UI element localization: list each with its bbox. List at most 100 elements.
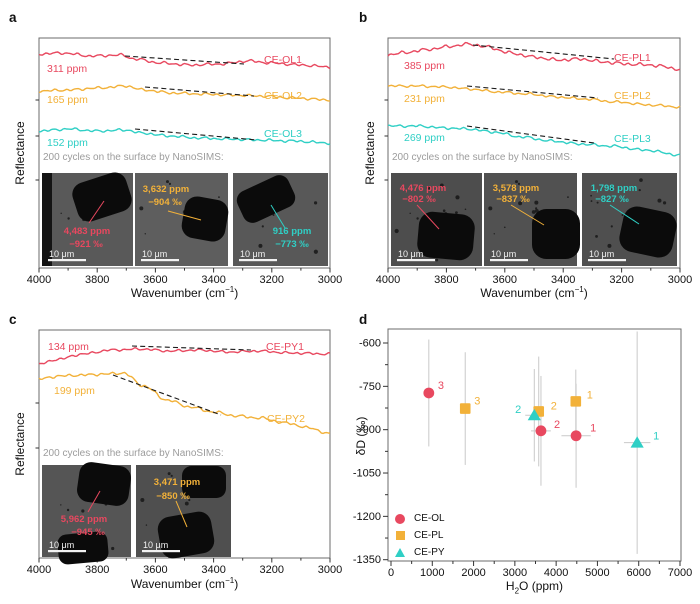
sem-h2o-label: 4,476 ppm xyxy=(400,183,446,194)
x-tick-label: 3400 xyxy=(201,274,225,286)
annotation-line xyxy=(270,204,286,229)
sem-h2o-label: 3,471 ppm xyxy=(154,477,200,488)
spectrum-curve-CE-OL2 xyxy=(38,84,330,102)
point-label: 1 xyxy=(587,389,593,401)
spectrum-curve-CE-PY1 xyxy=(38,347,331,365)
spectrum-curve-CE-PY2 xyxy=(38,371,331,435)
scalebar-label: 10 μm xyxy=(398,249,423,259)
x-axis-label-main: Wavenumber (cm xyxy=(130,286,226,300)
nanosims-inset-3: 1,798 ppm−827 ‰ 10 μm xyxy=(582,173,677,266)
mineral-grain xyxy=(182,466,226,498)
y-tick-label: -1200 xyxy=(353,511,381,523)
x-tick-label: 3000 xyxy=(668,274,692,286)
x-axis-label-sub: 2 xyxy=(514,586,520,596)
x-tick-label: 6000 xyxy=(626,567,650,579)
x-tick-label: 3600 xyxy=(143,564,167,576)
x-tick-label: 3400 xyxy=(201,564,225,576)
spectra-plot-c: 4000 3800 3600 3400 3200 3000 CE-PY1 134 ppm CE-… xyxy=(27,329,342,576)
trend-dash-CE-PL2 xyxy=(466,85,599,99)
point-label: 3 xyxy=(438,380,444,392)
nanosims-inset-1: 5,962 ppm −945 ‰ 10 μm xyxy=(42,462,131,565)
trend-dash-CE-PY1 xyxy=(131,345,252,351)
y-axis: -600 -750 -900 -1050 -1200 -1350 xyxy=(353,338,388,566)
x-axis-label-sup: −1 xyxy=(225,576,235,585)
mineral-grain xyxy=(72,172,132,222)
annotation-line xyxy=(87,490,101,513)
scalebar xyxy=(239,259,277,262)
mineral-grain xyxy=(57,531,109,565)
spectra-plot-b: 4000 3800 3600 3400 3200 3000 CE-PL1 385 ppm CE-… xyxy=(376,37,692,286)
panel-c: c Reflectance 4000 3800 3600 3400 3200 3000 CE… xyxy=(0,302,350,604)
data-point-CE-PL-3 xyxy=(459,403,471,414)
x-tick-label: 3000 xyxy=(318,274,342,286)
nanosims-inset-2: 3,578 ppm−837 ‰ 10 μm xyxy=(484,173,580,266)
trend-dash-CE-OL2 xyxy=(144,86,255,97)
legend-marker-square-icon xyxy=(394,531,406,540)
point-label: 1 xyxy=(653,431,659,443)
nanosims-inset-1: 4,476 ppm−802 ‰ 10 μm xyxy=(391,173,482,266)
panel-a-plot-area: 4000 3800 3600 3400 3200 3000 CE-OL1 311 ppm CE-… xyxy=(27,37,342,286)
legend-item-ce-py: CE-PY xyxy=(394,544,445,561)
nanosims-inset-2: 3,471 ppm −850 ‰ 10 μm xyxy=(136,465,231,559)
scalebar-label: 10 μm xyxy=(491,249,516,259)
scalebar xyxy=(142,550,180,553)
point-label: 3 xyxy=(474,396,480,408)
annotation-line xyxy=(167,210,202,221)
x-axis: 4000 3800 3600 3400 3200 3000 xyxy=(27,268,342,286)
scalebar-label: 10 μm xyxy=(142,249,167,259)
scalebar-label: 10 μm xyxy=(589,249,614,259)
scalebar-label: 10 μm xyxy=(240,249,265,259)
curve-name-label: CE-PL1 xyxy=(614,52,651,64)
sem-dd-label: −850 ‰ xyxy=(156,491,190,502)
x-axis-label-main: H xyxy=(505,579,515,593)
nanosims-inset-2: 3,632 ppm −904 ‰ 10 μm xyxy=(135,173,229,266)
x-tick-label: 4000 xyxy=(27,274,51,286)
data-point-CE-PL-1 xyxy=(570,396,582,407)
panel-d: d δD (‰) 0 1000 2000 3000 4000 5000 6000 7000 -6… xyxy=(350,302,700,604)
x-tick-label: 3000 xyxy=(318,564,342,576)
x-tick-label: 2000 xyxy=(461,567,485,579)
x-axis: 4000 3800 3600 3400 3200 3000 xyxy=(376,268,692,286)
x-axis-label-main: Wavenumber (cm xyxy=(130,577,226,591)
series-CE-PL: 1 2 3 xyxy=(459,389,593,417)
data-point-CE-OL-3 xyxy=(423,387,435,399)
trend-dash-CE-PL3 xyxy=(466,125,595,144)
x-tick-label: 4000 xyxy=(376,274,400,286)
x-tick-label: 3600 xyxy=(493,274,517,286)
x-tick-label: 3600 xyxy=(143,274,167,286)
water-content-label: 385 ppm xyxy=(404,60,445,72)
panel-b-plot-area: 4000 3800 3600 3400 3200 3000 CE-PL1 385 ppm CE-… xyxy=(376,37,692,286)
panel-c-plot-area: 4000 3800 3600 3400 3200 3000 CE-PY1 134 ppm CE-… xyxy=(27,329,342,576)
water-content-label: 199 ppm xyxy=(54,385,95,397)
x-axis-label-end: ) xyxy=(234,286,239,300)
x-tick-label: 0 xyxy=(388,567,394,579)
scalebar-label: 10 μm xyxy=(49,540,74,550)
data-point-CE-PY-2 xyxy=(527,408,541,421)
sem-h2o-label: 5,962 ppm xyxy=(61,514,107,525)
scatter-plot-d: 0 1000 2000 3000 4000 5000 6000 7000 -600 -750 -90… xyxy=(353,328,692,579)
spectra-plot-a: 4000 3800 3600 3400 3200 3000 CE-OL1 311 ppm CE-… xyxy=(27,37,342,286)
mineral-grain xyxy=(181,196,229,242)
x-tick-label: 5000 xyxy=(585,567,609,579)
panel-label-d: d xyxy=(359,312,368,327)
x-tick-label: 3400 xyxy=(551,274,575,286)
curve-name-label: CE-OL3 xyxy=(264,128,302,140)
scalebar xyxy=(490,259,528,262)
x-axis-label-end: ) xyxy=(583,286,588,300)
panel-label-b: b xyxy=(359,10,368,25)
sem-h2o-label: 916 ppm xyxy=(273,226,312,237)
curve-name-label: CE-PL2 xyxy=(614,90,651,102)
panel-label-a: a xyxy=(9,10,17,25)
x-tick-label: 3000 xyxy=(503,567,527,579)
curve-name-label: CE-OL1 xyxy=(264,54,302,66)
trend-dash-CE-PY2 xyxy=(112,374,222,416)
x-tick-label: 3200 xyxy=(260,564,284,576)
x-tick-label: 3200 xyxy=(260,274,284,286)
sem-h2o-label: 1,798 ppm xyxy=(591,183,637,194)
x-axis-label-main: Wavenumber (cm xyxy=(480,286,575,300)
sem-dd-label: −827 ‰ xyxy=(595,194,629,205)
water-content-label: 165 ppm xyxy=(47,94,88,106)
panel-a: a Reflectance 4000 3800 3600 3400 3200 3000 CE… xyxy=(0,0,350,302)
water-content-label: 231 ppm xyxy=(404,93,445,105)
scalebar xyxy=(48,550,86,553)
